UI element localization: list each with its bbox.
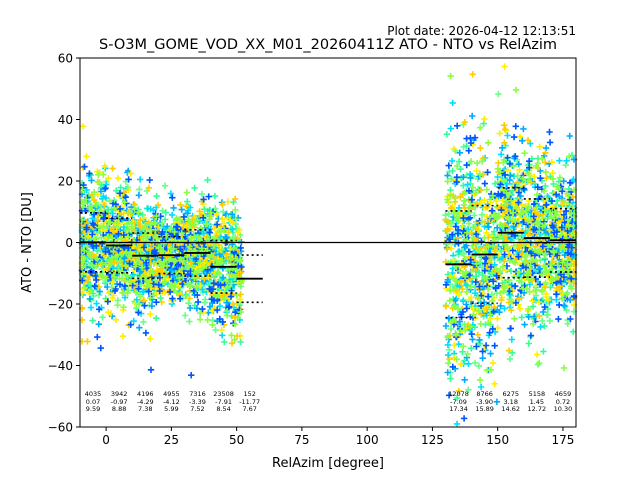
y-tick-label: 0 xyxy=(65,236,73,250)
bin-std-label: 12.72 xyxy=(528,405,547,413)
y-tick-label: 60 xyxy=(58,52,73,66)
bin-count-label: 8766 xyxy=(476,390,493,398)
x-tick-label: 50 xyxy=(229,433,244,447)
scatter-layer xyxy=(78,63,578,428)
bin-count-label: 4035 xyxy=(85,390,102,398)
y-tick-label: 40 xyxy=(58,113,73,127)
bin-std-label: 5.99 xyxy=(164,405,178,413)
bin-std-label: 8.54 xyxy=(216,405,230,413)
bin-mean-label: 1.45 xyxy=(530,398,544,406)
x-tick-label: 175 xyxy=(551,433,574,447)
bin-std-label: 15.89 xyxy=(475,405,494,413)
bin-mean-label: -0.97 xyxy=(111,398,128,406)
bin-count-label: 7316 xyxy=(189,390,206,398)
bin-count-label: 23508 xyxy=(213,390,234,398)
x-tick-label: 100 xyxy=(356,433,379,447)
bin-std-label: 17.34 xyxy=(449,405,468,413)
bin-mean-label: -7.91 xyxy=(215,398,232,406)
bin-mean-label: 0.07 xyxy=(86,398,100,406)
bin-count-label: 152 xyxy=(243,390,255,398)
bin-count-label: 4196 xyxy=(137,390,154,398)
scatter-series-7 xyxy=(78,72,578,384)
bin-mean-label: -11.77 xyxy=(239,398,260,406)
y-tick-label: 20 xyxy=(58,175,73,189)
bin-mean-label: -4.12 xyxy=(163,398,180,406)
bin-std-label: 7.38 xyxy=(138,405,152,413)
bin-std-label: 7.52 xyxy=(190,405,204,413)
bin-mean-label: 0.72 xyxy=(556,398,570,406)
bin-count-label: 6275 xyxy=(502,390,519,398)
bin-std-label: 14.62 xyxy=(501,405,520,413)
bin-count-label: 4659 xyxy=(555,390,572,398)
axes: 0 25 50 75 100 125 150 175 −60 −40 −20 0 20 40 60 xyxy=(48,52,575,448)
bin-mean-label: -3.39 xyxy=(189,398,206,406)
bin-std-label: 9.59 xyxy=(86,405,100,413)
bin-mean-label: -7.09 xyxy=(450,398,467,406)
bin-std-label: 8.88 xyxy=(112,405,126,413)
bin-mean-label: 3.18 xyxy=(503,398,517,406)
bin-count-label: 12078 xyxy=(448,390,469,398)
x-tick-label: 25 xyxy=(164,433,179,447)
x-tick-label: 0 xyxy=(102,433,110,447)
x-tick-label: 125 xyxy=(421,433,444,447)
y-tick-label: −40 xyxy=(48,359,73,373)
x-tick-label: 150 xyxy=(486,433,509,447)
marks-layer xyxy=(80,186,576,319)
bin-count-label: 3942 xyxy=(111,390,128,398)
y-axis-label: ATO - NTO [DU] xyxy=(20,192,35,293)
bin-std-label: 7.67 xyxy=(242,405,256,413)
y-tick-label: −60 xyxy=(48,421,73,435)
x-axis-label: RelAzim [degree] xyxy=(272,456,384,471)
x-tick-label: 75 xyxy=(294,433,309,447)
y-tick-label: −20 xyxy=(48,298,73,312)
chart-title: S-O3M_GOME_VOD_XX_M01_20260411Z ATO - NT… xyxy=(99,37,557,53)
bin-count-label: 5158 xyxy=(529,390,546,398)
bin-count-label: 4955 xyxy=(163,390,180,398)
bin-mean-label: -3.90 xyxy=(476,398,493,406)
bin-mean-label: -4.29 xyxy=(137,398,154,406)
bin-std-label: 10.30 xyxy=(554,405,573,413)
plot-date: Plot date: 2026-04-12 12:13:51 xyxy=(387,24,576,38)
